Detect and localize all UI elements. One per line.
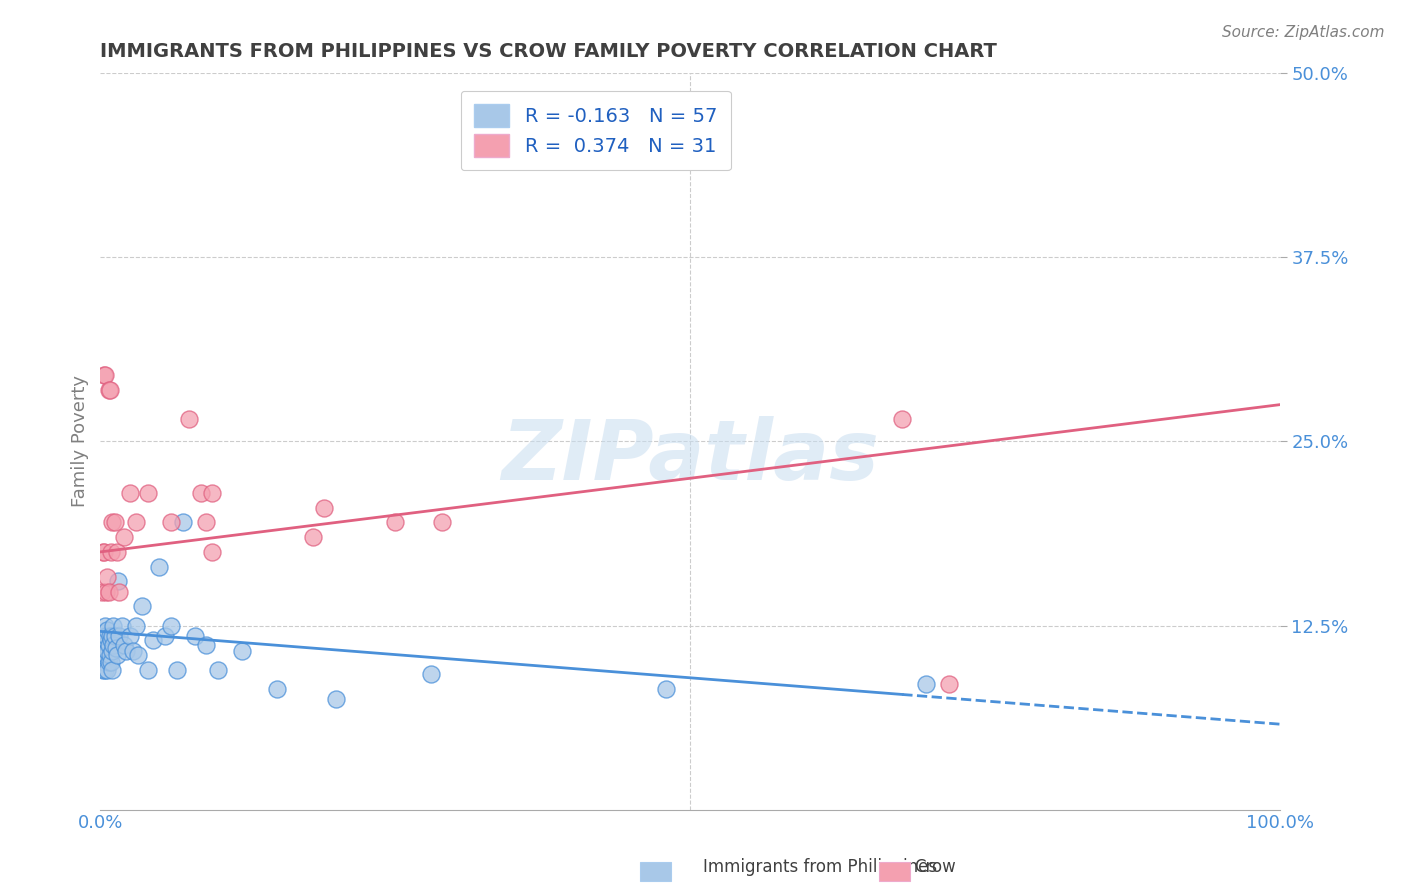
Point [91,625,114,640]
Point [90,640,112,655]
Point [107,574,129,589]
Point [166,663,188,677]
Point [195,638,218,652]
Point [127,648,149,662]
Point [96,663,118,677]
Point [93,545,115,559]
Point [266,681,288,696]
Point [100,633,122,648]
Point [108,584,131,599]
Point [112,638,135,652]
Point [172,516,194,530]
Point [103,618,125,632]
Point [101,643,124,657]
Point [103,629,125,643]
Point [183,629,205,643]
Point [231,643,253,657]
Point [105,545,128,559]
Point [325,692,347,706]
Point [94,663,117,677]
Point [93,629,115,643]
Point [915,677,938,691]
Point [101,516,124,530]
Point [136,663,159,677]
Point [90,633,112,648]
Point [195,516,218,530]
Point [118,629,141,643]
Point [98,383,121,397]
Point [103,516,125,530]
Point [201,486,224,500]
Point [97,656,120,670]
Point [100,656,122,670]
Point [100,545,122,559]
Point [96,584,118,599]
Point [125,516,148,530]
Point [94,638,117,652]
Text: IMMIGRANTS FROM PHILIPPINES VS CROW FAMILY POVERTY CORRELATION CHART: IMMIGRANTS FROM PHILIPPINES VS CROW FAMI… [100,42,997,61]
Point [112,530,135,544]
Point [115,643,138,657]
Text: Immigrants from Philippines: Immigrants from Philippines [703,858,938,876]
Point [91,545,114,559]
Legend: R = -0.163   N = 57, R =  0.374   N = 31: R = -0.163 N = 57, R = 0.374 N = 31 [461,90,731,170]
Point [136,486,159,500]
Text: Crow: Crow [914,858,956,876]
Point [96,629,118,643]
Point [90,584,112,599]
Point [125,618,148,632]
Point [190,486,212,500]
Point [91,663,114,677]
Point [93,368,115,383]
Point [94,618,117,632]
Point [108,629,131,643]
Point [384,516,406,530]
Point [101,629,124,643]
Point [201,545,224,559]
Point [301,530,323,544]
Point [96,648,118,662]
Point [131,599,153,614]
Point [314,500,336,515]
Point [98,629,121,643]
Point [142,633,165,648]
Point [105,648,128,662]
Point [160,618,183,632]
Point [96,633,118,648]
Point [93,656,115,670]
Point [432,516,454,530]
Text: ZIPatlas: ZIPatlas [501,416,879,497]
Point [419,667,441,681]
Point [118,486,141,500]
Point [96,643,118,657]
Point [177,412,200,426]
Point [891,412,914,426]
Point [155,629,177,643]
Point [110,618,132,632]
Text: Source: ZipAtlas.com: Source: ZipAtlas.com [1222,25,1385,40]
Point [94,368,117,383]
Point [938,677,960,691]
Point [98,648,121,662]
Point [103,638,125,652]
Point [96,623,118,637]
Point [148,559,170,574]
Point [160,516,183,530]
Y-axis label: Family Poverty: Family Poverty [72,376,89,508]
Point [104,640,127,655]
Point [101,663,124,677]
Point [97,584,120,599]
Point [655,681,678,696]
Point [97,638,120,652]
Point [93,643,115,657]
Point [207,663,229,677]
Point [97,383,120,397]
Point [96,570,118,584]
Point [91,648,114,662]
Point [122,643,145,657]
